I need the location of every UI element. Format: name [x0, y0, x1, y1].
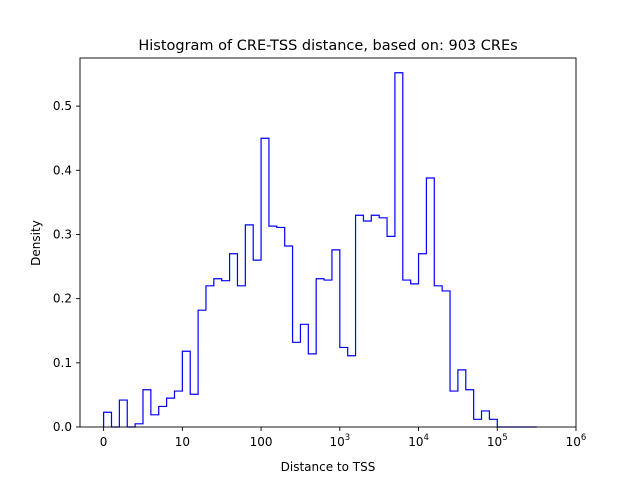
y-tick-label: 0.5 — [53, 99, 72, 113]
plot-area — [80, 58, 576, 427]
plot-frame — [79, 57, 577, 428]
x-tick-label: 104 — [408, 433, 429, 449]
y-tick-label: 0.4 — [53, 163, 72, 177]
x-tick-label: 10 — [175, 435, 190, 449]
chart-title: Histogram of CRE-TSS distance, based on:… — [138, 38, 517, 54]
y-tick-label: 0.1 — [53, 356, 72, 370]
x-tick-label: 0 — [100, 435, 108, 449]
y-axis: 0.0 0.1 0.2 0.3 0.4 0.5 — [53, 99, 80, 434]
y-tick-label: 0.3 — [53, 227, 72, 241]
y-axis-label: Density — [29, 220, 43, 266]
y-tick-label: 0.2 — [53, 292, 72, 306]
y-tick-label: 0.0 — [53, 420, 72, 434]
x-axis: 0 10 100 103 104 105 106 — [100, 427, 587, 449]
x-tick-label: 105 — [487, 433, 508, 449]
x-tick-label: 100 — [250, 435, 273, 449]
x-axis-label: Distance to TSS — [281, 460, 376, 474]
histogram-step-line — [103, 72, 537, 428]
x-tick-label: 106 — [566, 433, 587, 449]
x-tick-label: 103 — [329, 433, 350, 449]
